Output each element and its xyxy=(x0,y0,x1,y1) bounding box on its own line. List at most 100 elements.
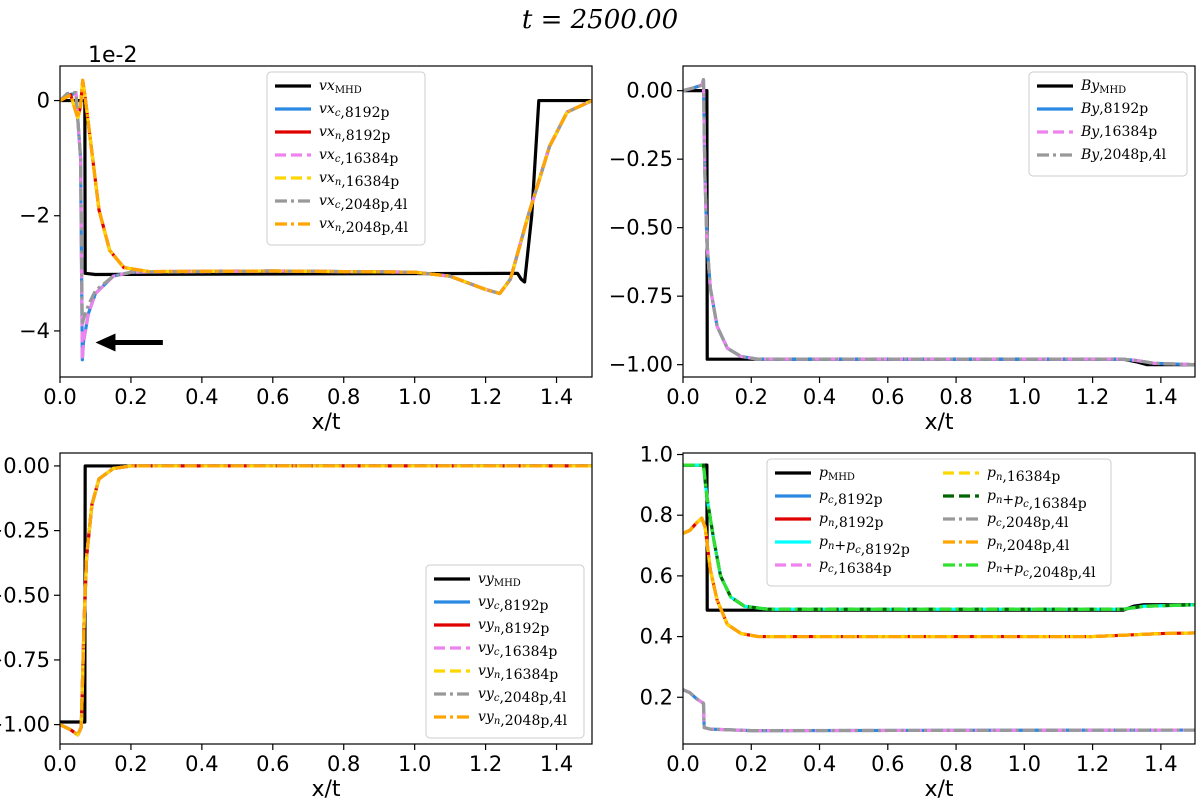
x-tick-label: 0.6 xyxy=(871,752,904,776)
x-tick-label: 0.8 xyxy=(327,385,360,409)
x-tick-label: 0.8 xyxy=(327,752,360,776)
panels: 0.0 0.2 0.4 0.6 0.8 1.0 1.2 1.4 0 −2 −4 x/t 1e-2 vxMH… xyxy=(0,43,1196,802)
y-tick-label: 0.00 xyxy=(626,79,673,103)
x-tick-label: 1.2 xyxy=(469,752,502,776)
y-tick-label: 1.0 xyxy=(640,443,673,467)
series-line-p_c,2048p,4l xyxy=(683,688,1195,733)
legend: ByMHD By,8192p By,16384p By,2048p,4l xyxy=(1028,71,1188,177)
legend-label: By,16384p xyxy=(1080,124,1157,140)
legend-label: pMHD xyxy=(819,465,855,483)
series-group xyxy=(60,464,592,737)
x-tick-label: 0.0 xyxy=(43,385,76,409)
series-line-vx_MHD xyxy=(60,98,592,284)
series-group xyxy=(60,78,592,362)
legend-box xyxy=(766,458,1112,587)
x-tick-label: 0.4 xyxy=(185,752,218,776)
x-tick-label: 1.0 xyxy=(1008,385,1041,409)
y-tick-label: −0.75 xyxy=(609,284,673,308)
series-line-p_c,16384p xyxy=(683,688,1195,733)
legend-box xyxy=(1028,71,1188,177)
x-tick-label: 1.0 xyxy=(398,752,431,776)
x-axis-label: x/t xyxy=(311,410,340,435)
legend: vxMHD vxc,8192p vxn,8192p vxc,16384p vxn,163… xyxy=(266,71,426,246)
y-tick-label: 0.00 xyxy=(3,454,50,478)
y-tick-label: −0.50 xyxy=(609,216,673,240)
legend: vyMHD vyc,8192p vyn,8192p vyc,16384p vyn,163… xyxy=(425,564,585,739)
plot-frame xyxy=(682,65,1196,378)
series-group xyxy=(683,78,1195,367)
figure-title: t = 2500.00 xyxy=(522,5,678,35)
x-tick-label: 0.4 xyxy=(803,385,836,409)
annotation-arrow xyxy=(95,333,163,352)
plot-frame xyxy=(59,452,593,745)
legend-label: pc,16384p xyxy=(819,557,892,577)
y-tick-label: −0.25 xyxy=(0,519,50,543)
x-tick-label: 0.0 xyxy=(43,752,76,776)
x-tick-label: 0.0 xyxy=(666,385,699,409)
y-tick-label: 0.6 xyxy=(640,564,673,588)
series-line-p_c,8192p xyxy=(683,688,1195,733)
x-tick-label: 1.4 xyxy=(1144,752,1177,776)
legend-label: vyn,8192p xyxy=(478,617,549,637)
x-tick-label: 1.4 xyxy=(540,385,573,409)
x-tick-label: 0.8 xyxy=(939,752,972,776)
x-tick-label: 0.6 xyxy=(256,385,289,409)
x-axis-label: x/t xyxy=(311,777,340,802)
x-tick-label: 0.2 xyxy=(735,385,768,409)
series-line-vy_n,2048p,4l xyxy=(60,464,592,737)
legend-label: pn+pc,16384p xyxy=(987,488,1087,512)
y-tick-label: 0 xyxy=(37,89,50,113)
legend-label: vxn,2048p,4l xyxy=(319,216,409,236)
x-axis-label: x/t xyxy=(924,777,953,802)
y-tick-label: −0.25 xyxy=(609,147,673,171)
y-tick-label: 0.4 xyxy=(640,625,673,649)
legend-label: vyn,2048p,4l xyxy=(478,709,568,729)
legend-label: By,2048p,4l xyxy=(1080,147,1167,163)
legend-label: vyc,16384p xyxy=(478,640,557,660)
legend-label: pc,8192p xyxy=(819,488,883,508)
x-tick-label: 0.6 xyxy=(871,385,904,409)
chart-by: 0.0 0.2 0.4 0.6 0.8 1.0 1.2 1.4 0.00 −0.25 −0.50 −0… xyxy=(609,65,1196,435)
series-line-By,2048p,4l xyxy=(683,78,1195,367)
x-tick-label: 1.4 xyxy=(1144,385,1177,409)
legend-label: vyMHD xyxy=(478,571,521,589)
legend-label: vxn,16384p xyxy=(319,170,399,190)
y-tick-label: −2 xyxy=(19,204,50,228)
chart-vx: 0.0 0.2 0.4 0.6 0.8 1.0 1.2 1.4 0 −2 −4 x/t 1e-2 vxMH… xyxy=(19,43,593,435)
legend-label: pn+pc,2048p,4l xyxy=(987,557,1096,581)
series-line-vx_n,2048p,4l xyxy=(60,78,592,296)
legend-label: vyc,2048p,4l xyxy=(478,686,567,706)
legend-label: vxc,16384p xyxy=(319,147,398,167)
x-tick-label: 0.2 xyxy=(735,752,768,776)
legend-label: vyn,16384p xyxy=(478,663,558,683)
x-tick-label: 0.4 xyxy=(185,385,218,409)
y-tick-label: −4 xyxy=(19,319,50,343)
legend-label: ByMHD xyxy=(1080,78,1126,96)
y-tick-label: −0.75 xyxy=(0,648,50,672)
legend: pMHD pc,8192p pn,8192p pn+pc,8192ppc,16384p… xyxy=(766,458,1112,587)
legend-label: pn,8192p xyxy=(819,511,884,531)
x-tick-label: 1.2 xyxy=(1076,752,1109,776)
plot-frame xyxy=(682,452,1196,745)
x-tick-label: 0.6 xyxy=(256,752,289,776)
x-tick-label: 1.0 xyxy=(1008,752,1041,776)
series-line-p_n+p_c,2048p,4l xyxy=(683,463,1195,611)
x-tick-label: 1.0 xyxy=(398,385,431,409)
axis-offset-text: 1e-2 xyxy=(88,43,137,68)
chart-vy: 0.0 0.2 0.4 0.6 0.8 1.0 1.2 1.4 0.00 −0.25 −0.50 −0… xyxy=(0,452,593,802)
y-tick-label: 0.8 xyxy=(640,503,673,527)
chart-p: 0.0 0.2 0.4 0.6 0.8 1.0 1.2 1.4 1.0 0.8 0.6 0.4 0.2 x… xyxy=(640,443,1196,802)
series-group xyxy=(683,463,1195,733)
y-tick-label: −1.00 xyxy=(0,713,50,737)
legend-label: vxc,2048p,4l xyxy=(319,193,408,213)
y-tick-label: −0.50 xyxy=(0,583,50,607)
legend-label: pn+pc,8192p xyxy=(819,534,910,558)
series-line-p_n,16384p xyxy=(683,516,1195,639)
legend-label: pc,2048p,4l xyxy=(987,511,1069,531)
x-axis-label: x/t xyxy=(924,410,953,435)
legend-label: vxn,8192p xyxy=(319,124,390,144)
legend-label: vxMHD xyxy=(319,78,362,96)
x-tick-label: 0.2 xyxy=(114,752,147,776)
x-tick-label: 0.4 xyxy=(803,752,836,776)
